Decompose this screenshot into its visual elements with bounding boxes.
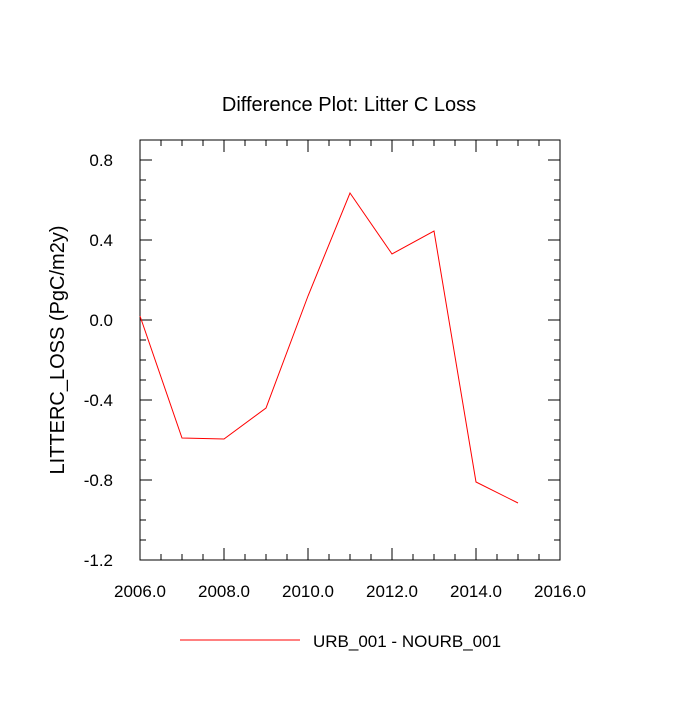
x-tick-label: 2012.0	[366, 582, 418, 601]
x-tick-label: 2006.0	[114, 582, 166, 601]
plot-frame	[139, 139, 561, 561]
x-tick-label: 2016.0	[534, 582, 586, 601]
axis-ticks	[139, 139, 561, 561]
y-tick-label: -1.2	[84, 551, 113, 570]
y-tick-label: 0.8	[89, 151, 113, 170]
x-tick-label: 2010.0	[282, 582, 334, 601]
legend: URB_001 - NOURB_001	[180, 632, 501, 651]
axis-tick-labels: 2006.0 2008.0 2010.0 2012.0 2014.0 2016.0 -1.2…	[84, 151, 586, 601]
y-tick-label: 0.0	[89, 311, 113, 330]
y-axis-label: LITTERC_LOSS (PgC/m2y)	[47, 226, 69, 475]
x-tick-label: 2008.0	[198, 582, 250, 601]
series-line	[139, 191, 519, 504]
y-tick-label: 0.4	[89, 231, 113, 250]
chart-title: Difference Plot: Litter C Loss	[222, 94, 476, 116]
series-layer	[139, 191, 519, 504]
y-tick-label: -0.4	[84, 391, 113, 410]
x-tick-label: 2014.0	[450, 582, 502, 601]
y-tick-label: -0.8	[84, 471, 113, 490]
legend-label: URB_001 - NOURB_001	[313, 632, 501, 651]
